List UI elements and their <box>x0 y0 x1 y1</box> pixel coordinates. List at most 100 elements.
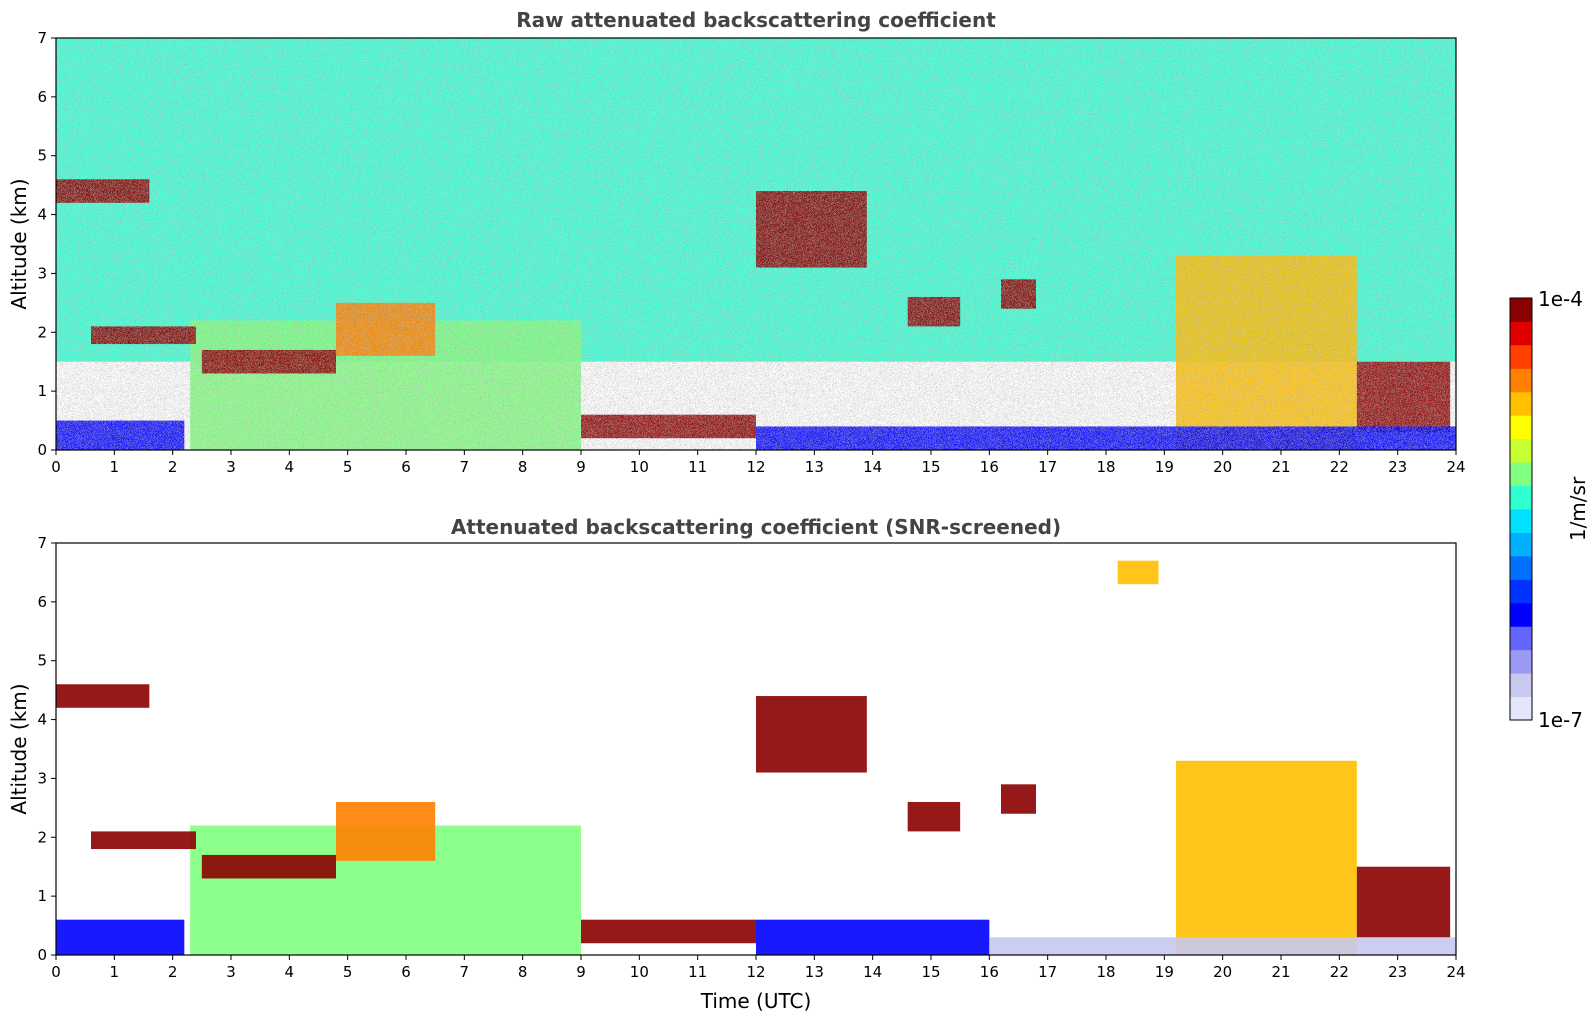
heatmap-region <box>56 919 185 955</box>
heatmap-region <box>1001 784 1036 814</box>
colorbar-step <box>1510 438 1532 463</box>
x-tick-label: 19 <box>1155 963 1174 981</box>
heatmap-region <box>989 937 1456 955</box>
colorbar-step <box>1510 509 1532 533</box>
heatmap-region <box>756 696 867 773</box>
y-tick-label: 3 <box>37 264 47 282</box>
x-tick-label: 2 <box>168 458 178 476</box>
x-tick-label: 13 <box>805 458 824 476</box>
heatmap-region <box>91 831 196 850</box>
x-tick-label: 15 <box>921 963 940 981</box>
x-tick-label: 7 <box>460 963 470 981</box>
heatmap-region <box>756 919 990 955</box>
y-tick-label: 5 <box>37 652 47 670</box>
y-tick-label: 7 <box>37 29 47 47</box>
x-tick-label: 10 <box>630 963 649 981</box>
colorbar: 1e-4 1e-7 1/m/sr <box>1509 287 1590 732</box>
x-tick-label: 23 <box>1388 458 1407 476</box>
x-tick-label: 1 <box>110 963 120 981</box>
x-tick-label: 12 <box>746 458 765 476</box>
x-tick-label: 13 <box>805 963 824 981</box>
colorbar-step <box>1510 391 1532 416</box>
x-tick-label: 19 <box>1155 458 1174 476</box>
x-tick-label: 20 <box>1213 458 1232 476</box>
x-axis: 0 1 2 3 4 5 6 7 8 9 10 11 12 13 14 15 16 17 18 19 20 21 22 23 24 <box>51 450 1466 476</box>
noise-speckle <box>56 38 1456 450</box>
colorbar-step <box>1510 626 1532 651</box>
x-tick-label: 2 <box>168 963 178 981</box>
y-tick-label: 1 <box>37 382 47 400</box>
colorbar-step <box>1510 485 1532 510</box>
colorbar-step <box>1510 415 1532 440</box>
x-tick-label: 3 <box>226 963 236 981</box>
x-tick-label: 8 <box>518 458 528 476</box>
x-axis-label: Time (UTC) <box>700 989 812 1013</box>
y-tick-label: 0 <box>37 946 47 964</box>
x-tick-label: 24 <box>1446 458 1465 476</box>
colorbar-step <box>1510 602 1532 627</box>
x-tick-label: 14 <box>863 458 882 476</box>
x-tick-label: 7 <box>460 458 470 476</box>
colorbar-step <box>1510 321 1532 346</box>
x-tick-label: 4 <box>285 458 295 476</box>
colorbar-step <box>1510 673 1532 698</box>
x-tick-label: 21 <box>1271 963 1290 981</box>
x-tick-label: 3 <box>226 458 236 476</box>
x-tick-label: 23 <box>1388 963 1407 981</box>
x-tick-label: 21 <box>1271 458 1290 476</box>
x-tick-label: 6 <box>401 458 411 476</box>
y-axis: 0 1 2 3 4 5 6 7 <box>37 534 56 964</box>
y-tick-label: 0 <box>37 441 47 459</box>
x-tick-label: 18 <box>1096 458 1115 476</box>
y-axis: 0 1 2 3 4 5 6 7 <box>37 29 56 459</box>
colorbar-step <box>1510 344 1532 369</box>
y-tick-label: 6 <box>37 593 47 611</box>
x-tick-label: 9 <box>576 963 586 981</box>
y-tick-label: 6 <box>37 88 47 106</box>
heatmap-region <box>201 854 336 879</box>
x-tick-label: 16 <box>980 458 999 476</box>
heatmap-region <box>336 801 436 861</box>
x-tick-label: 10 <box>630 458 649 476</box>
colorbar-step <box>1510 555 1532 580</box>
colorbar-steps <box>1510 298 1532 721</box>
colorbar-step <box>1510 649 1532 674</box>
colorbar-step <box>1510 462 1532 487</box>
y-axis-label: Altitude (km) <box>7 178 31 309</box>
x-tick-label: 12 <box>746 963 765 981</box>
y-tick-label: 1 <box>37 887 47 905</box>
x-tick-label: 11 <box>688 963 707 981</box>
x-tick-label: 11 <box>688 458 707 476</box>
x-tick-label: 22 <box>1330 458 1349 476</box>
x-tick-label: 22 <box>1330 963 1349 981</box>
x-tick-label: 9 <box>576 458 586 476</box>
y-tick-label: 7 <box>37 534 47 552</box>
panel-raw: Raw attenuated backscattering coefficien… <box>7 8 1466 476</box>
colorbar-min-label: 1e-7 <box>1538 708 1583 732</box>
x-tick-label: 14 <box>863 963 882 981</box>
colorbar-frame <box>1509 297 1533 721</box>
heatmap-region <box>1356 866 1451 938</box>
x-tick-label: 20 <box>1213 963 1232 981</box>
colorbar-step <box>1510 368 1532 393</box>
y-tick-label: 2 <box>37 323 47 341</box>
x-tick-label: 18 <box>1096 963 1115 981</box>
x-tick-label: 24 <box>1446 963 1465 981</box>
colorbar-unit-label: 1/m/sr <box>1566 476 1590 541</box>
heatmap-region <box>907 801 961 832</box>
y-axis-label: Altitude (km) <box>7 683 31 814</box>
y-tick-label: 2 <box>37 828 47 846</box>
heatmap-region <box>1176 760 1357 955</box>
colorbar-max-label: 1e-4 <box>1538 287 1583 311</box>
panel-title: Attenuated backscattering coefficient (S… <box>451 515 1061 539</box>
y-tick-label: 4 <box>37 711 47 729</box>
colorbar-step <box>1510 532 1532 557</box>
x-axis: 0 1 2 3 4 5 6 7 8 9 10 11 12 13 14 15 16 17 18 19 20 21 22 23 24 <box>51 955 1466 981</box>
x-tick-label: 4 <box>285 963 295 981</box>
panel-screened: Attenuated backscattering coefficient (S… <box>7 515 1466 1013</box>
panel-title: Raw attenuated backscattering coefficien… <box>516 8 996 32</box>
heatmap-region <box>1117 560 1159 585</box>
x-tick-label: 0 <box>51 458 61 476</box>
x-tick-label: 15 <box>921 458 940 476</box>
